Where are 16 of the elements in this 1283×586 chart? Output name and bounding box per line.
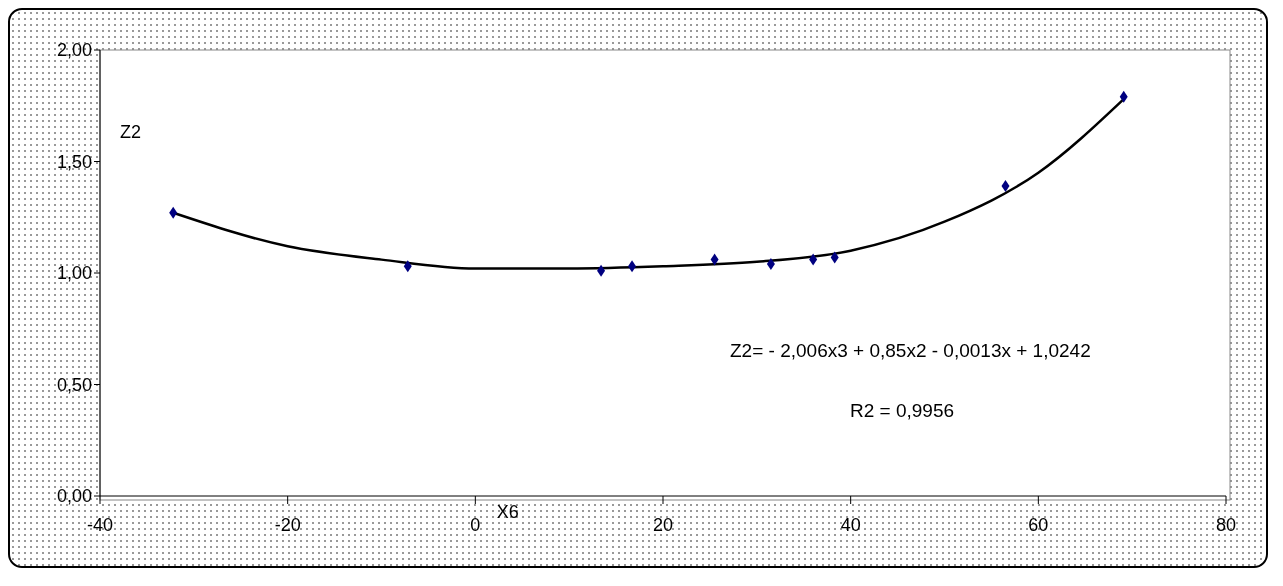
y-tick-label: 0,00 xyxy=(56,486,92,507)
x-axis-title: X6 xyxy=(496,502,519,522)
x-tick-label: 0 xyxy=(470,514,481,535)
y-tick-label: 1,50 xyxy=(56,151,92,172)
y-tick-label: 2,00 xyxy=(56,40,92,61)
x-tick-label: 40 xyxy=(840,514,861,535)
x-tick-label: 20 xyxy=(652,514,674,535)
y-tick-label: 1,00 xyxy=(56,263,92,284)
x-tick-label: -20 xyxy=(274,514,301,535)
x-tick-label: 80 xyxy=(1215,514,1237,535)
annotation: Z2= - 2,006x3 + 0,85x2 - 0,0013x + 1,0242 xyxy=(730,340,1091,362)
annotation: R2 = 0,9956 xyxy=(850,400,955,422)
y-tick-label: 0,50 xyxy=(56,374,92,395)
x-tick-label: -40 xyxy=(86,514,114,535)
y-axis-title: Z2 xyxy=(120,121,142,142)
x-tick-label: 60 xyxy=(1028,514,1049,535)
